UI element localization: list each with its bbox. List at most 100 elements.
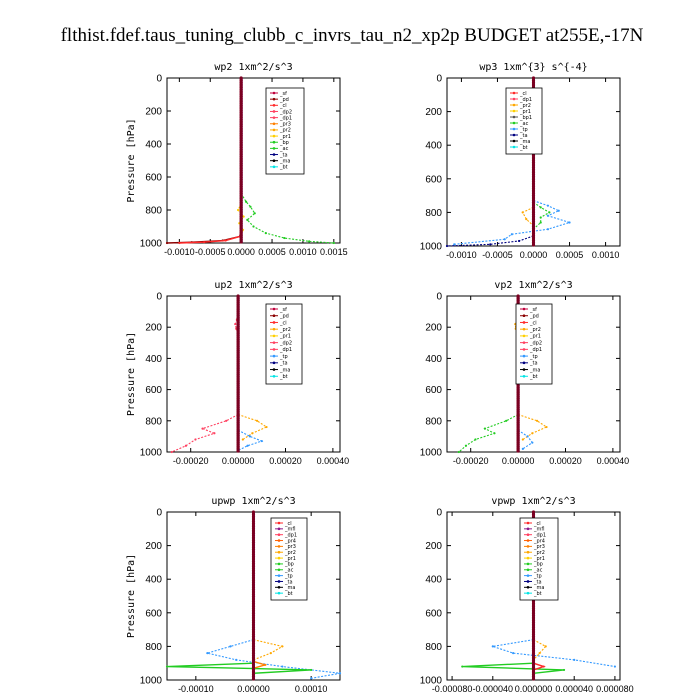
- y-tick-label: 0: [436, 292, 442, 303]
- center-marker: [239, 164, 243, 168]
- center-marker: [251, 630, 256, 634]
- data-point: [255, 419, 259, 422]
- center-marker: [239, 99, 243, 103]
- x-tick-label: 0.00040: [317, 456, 350, 466]
- legend-marker: [272, 354, 276, 358]
- center-marker: [531, 177, 536, 181]
- center-marker: [531, 670, 536, 674]
- legend-marker: [512, 97, 516, 101]
- center-marker: [239, 108, 243, 112]
- legend-marker: [277, 521, 281, 525]
- center-marker: [251, 571, 256, 575]
- panel-title: vpwp 1xm^2/s^3: [491, 496, 575, 507]
- legend-label: _cl: [279, 103, 287, 109]
- legend-marker: [526, 521, 530, 525]
- data-point: [445, 244, 449, 248]
- data-point: [264, 232, 267, 235]
- legend-label: _bt: [533, 591, 542, 597]
- series-line: [253, 660, 268, 669]
- y-tick-label: 200: [145, 323, 162, 334]
- y-tick-label: 200: [425, 323, 442, 334]
- center-marker: [251, 569, 256, 573]
- y-axis-label: Pressure [hPa]: [126, 118, 137, 202]
- legend-label: _cl: [529, 320, 537, 326]
- series-line: [253, 639, 284, 661]
- legend-label: _ta: [519, 133, 528, 139]
- center-marker: [531, 78, 536, 82]
- data-point: [510, 233, 513, 236]
- center-marker: [531, 191, 536, 195]
- center-marker: [531, 224, 536, 228]
- data-point: [281, 645, 284, 648]
- data-point: [234, 322, 237, 326]
- center-marker: [531, 672, 536, 676]
- center-marker: [531, 219, 536, 224]
- center-marker: [239, 175, 243, 179]
- center-marker: [531, 208, 536, 212]
- legend-marker: [272, 110, 276, 113]
- center-marker: [251, 517, 256, 521]
- center-marker: [239, 196, 243, 200]
- data-point: [269, 652, 272, 655]
- data-point: [308, 240, 311, 243]
- legend-marker: [522, 368, 526, 371]
- center-marker: [531, 512, 536, 516]
- center-marker: [531, 609, 536, 613]
- x-tick-label: -0.000080: [432, 684, 473, 694]
- center-marker: [531, 231, 536, 235]
- center-marker: [251, 653, 256, 658]
- center-marker: [531, 154, 536, 158]
- data-point: [202, 241, 206, 244]
- legend-label: _pr1: [284, 556, 296, 562]
- legend-marker: [272, 140, 276, 144]
- center-marker: [531, 81, 536, 85]
- center-marker: [531, 510, 536, 514]
- center-marker: [251, 628, 256, 632]
- legend-marker: [272, 307, 276, 311]
- legend-marker: [277, 562, 281, 566]
- legend-marker: [277, 568, 281, 572]
- legend-label: _tp: [529, 354, 538, 360]
- x-tick-label: 0.00020: [549, 456, 582, 466]
- legend-label: _dp1: [284, 532, 297, 538]
- legend-label: _pr2: [529, 327, 541, 333]
- legend-label: _cl: [519, 91, 527, 97]
- center-marker: [239, 240, 243, 244]
- data-point: [201, 427, 204, 430]
- center-marker: [251, 613, 256, 618]
- center-marker: [531, 663, 536, 667]
- legend-marker: [512, 121, 516, 125]
- center-marker: [531, 658, 536, 662]
- legend-label: _dp1: [279, 347, 292, 353]
- y-tick-label: 1000: [420, 676, 443, 687]
- data-point: [521, 211, 524, 214]
- data-point: [505, 419, 508, 422]
- center-marker: [251, 658, 256, 662]
- legend-marker: [526, 550, 530, 554]
- plot-frame: [446, 295, 621, 453]
- center-marker: [531, 170, 536, 174]
- center-marker: [516, 449, 520, 453]
- center-marker: [239, 94, 243, 99]
- center-marker: [531, 616, 536, 620]
- y-tick-label: 1000: [140, 676, 163, 687]
- center-marker: [531, 611, 536, 615]
- legend-label: _bt: [519, 145, 528, 151]
- series-line: [171, 414, 239, 453]
- legend-label: _pr3: [533, 544, 545, 550]
- y-tick-label: 1000: [140, 239, 163, 250]
- center-marker: [531, 215, 536, 219]
- x-tick-label: -0.0005: [195, 247, 226, 257]
- y-tick-label: 600: [425, 608, 442, 619]
- x-tick-label: 0.0010: [592, 250, 620, 260]
- legend-label: _bp: [279, 140, 289, 146]
- legend-marker: [272, 134, 276, 138]
- legend-label: _sf: [279, 307, 287, 313]
- center-marker: [239, 201, 243, 205]
- center-marker: [239, 97, 243, 101]
- x-tick-label: 0.0000: [227, 247, 255, 257]
- x-tick-label: -0.000040: [473, 684, 514, 694]
- center-marker: [251, 651, 256, 655]
- legend-label: _pd: [279, 97, 289, 103]
- center-marker: [251, 677, 256, 681]
